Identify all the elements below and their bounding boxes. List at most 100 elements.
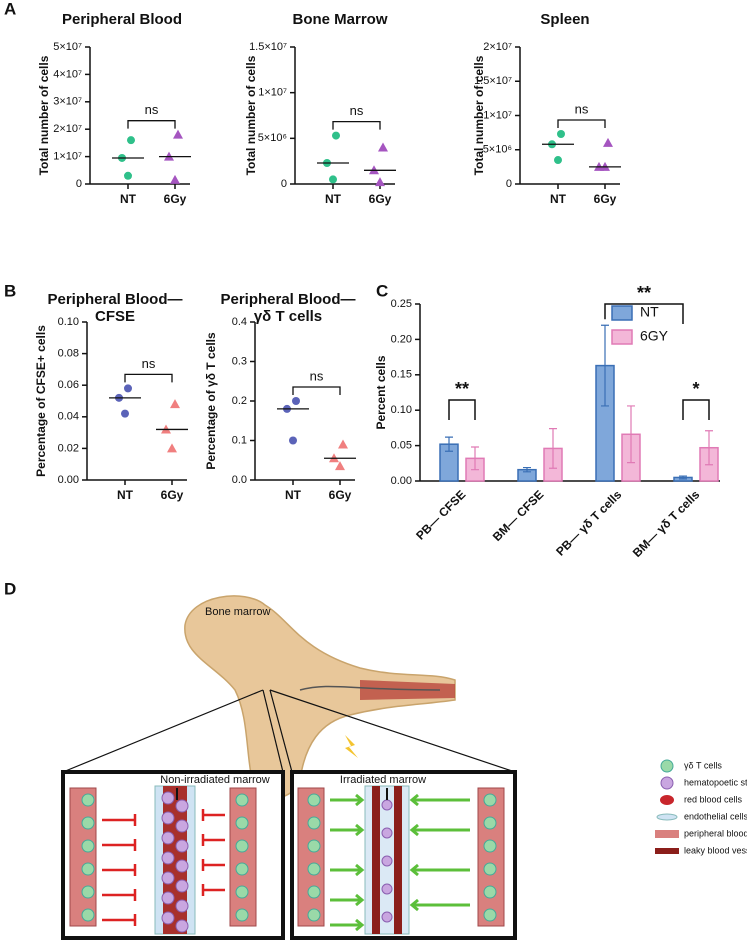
box-label: Non-irradiated marrow xyxy=(160,774,269,786)
gd-t-cell xyxy=(307,908,321,922)
y-tick-label: 1×10⁷ xyxy=(53,151,82,163)
data-point xyxy=(557,129,565,138)
gd-t-cell xyxy=(483,885,497,899)
arrow xyxy=(409,823,470,837)
bone-illustration xyxy=(61,595,517,940)
significance-label: ns xyxy=(145,102,159,117)
data-point xyxy=(329,175,337,184)
stem-cell xyxy=(161,791,175,805)
bone-label: Bone marrow xyxy=(205,606,270,618)
data-point xyxy=(124,171,132,180)
significance-label: ** xyxy=(455,379,469,399)
gd-t-cell xyxy=(307,816,321,830)
y-tick-label: 0.2 xyxy=(232,395,247,407)
y-tick-label: 2×10⁷ xyxy=(483,41,512,53)
stem-cell xyxy=(381,799,393,811)
legend-label: hematopoetic stem cells xyxy=(684,777,747,787)
stem-cell xyxy=(175,879,189,893)
y-tick-label: 1×10⁷ xyxy=(258,87,287,99)
error-bar xyxy=(679,475,687,480)
arrow xyxy=(409,863,470,877)
arrow xyxy=(409,793,470,807)
significance-bracket xyxy=(557,119,606,128)
significance-label: ns xyxy=(350,103,364,118)
significance-label: * xyxy=(692,379,699,399)
x-tick-label: NT xyxy=(550,192,567,206)
vessel xyxy=(394,786,402,934)
x-tick-label: 6Gy xyxy=(329,488,352,502)
y-tick-label: 0.10 xyxy=(58,316,79,328)
stem-cell xyxy=(175,819,189,833)
y-axis-label: Total number of cells xyxy=(472,55,486,175)
legend-swatch xyxy=(611,329,633,345)
gd-t-cell xyxy=(483,862,497,876)
stem-cell xyxy=(161,871,175,885)
data-point xyxy=(127,136,135,145)
y-tick-label: 0 xyxy=(281,178,287,190)
legend-label: γδ T cells xyxy=(684,760,722,770)
stem-cell xyxy=(175,799,189,813)
gd-t-cell xyxy=(307,885,321,899)
data-point xyxy=(332,131,340,140)
panel-label: A xyxy=(4,0,16,18)
y-tick-label: 0.02 xyxy=(58,442,79,454)
y-tick-label: 0 xyxy=(76,178,82,190)
y-tick-label: 0.04 xyxy=(58,411,79,423)
data-point xyxy=(378,142,388,152)
gd-t-cell xyxy=(81,793,95,807)
arrow xyxy=(330,918,365,932)
legend-label: endothelial cells xyxy=(684,811,747,821)
y-tick-label: 1.5×10⁷ xyxy=(249,41,287,53)
legend-label: 6GY xyxy=(640,328,669,344)
vessel xyxy=(477,787,505,927)
gd-t-cell xyxy=(307,793,321,807)
arrow xyxy=(330,823,365,837)
y-tick-label: 0.06 xyxy=(58,379,79,391)
x-tick-label: NT xyxy=(325,192,342,206)
error-bar xyxy=(627,405,635,464)
legend-icon xyxy=(660,795,674,805)
data-point xyxy=(167,443,177,453)
x-tick-label: 6Gy xyxy=(164,192,187,206)
data-point xyxy=(289,436,297,445)
gd-t-cell xyxy=(483,816,497,830)
stem-cell xyxy=(381,911,393,923)
stem-cell xyxy=(161,891,175,905)
y-tick-label: 1×10⁷ xyxy=(483,109,512,121)
gd-t-cell xyxy=(81,816,95,830)
stem-cell xyxy=(381,827,393,839)
gd-t-cell xyxy=(235,816,249,830)
chart-title: Bone Marrow xyxy=(292,11,387,28)
legend-icon xyxy=(655,830,679,838)
stem-cell xyxy=(161,831,175,845)
legend-label: red blood cells xyxy=(684,794,743,804)
panel-label: D xyxy=(4,579,16,598)
legend-icon xyxy=(660,776,674,790)
chart-title: γδ T cells xyxy=(254,308,322,325)
gd-t-cell xyxy=(81,862,95,876)
gd-t-cell xyxy=(483,908,497,922)
stem-cell xyxy=(175,839,189,853)
x-tick-label: NT xyxy=(117,488,134,502)
error-bar xyxy=(549,428,557,469)
y-tick-label: 0.15 xyxy=(391,369,412,381)
panel-label: B xyxy=(4,281,16,300)
data-point xyxy=(124,384,132,393)
x-tick-label: NT xyxy=(120,192,137,206)
x-tick-label: BM— CFSE xyxy=(490,487,547,544)
gd-t-cell xyxy=(483,793,497,807)
stem-cell xyxy=(161,911,175,925)
data-point xyxy=(121,409,129,418)
x-tick-label: PB— CFSE xyxy=(413,487,468,542)
stem-cell xyxy=(175,859,189,873)
significance-bracket xyxy=(682,399,710,420)
legend-icon xyxy=(655,848,679,854)
gd-t-cell xyxy=(235,793,249,807)
x-tick-label: 6Gy xyxy=(161,488,184,502)
y-tick-label: 3×10⁷ xyxy=(53,96,82,108)
legend-icon xyxy=(660,759,674,773)
vessel xyxy=(69,787,97,927)
error-bar xyxy=(601,324,609,407)
significance-bracket xyxy=(332,120,381,130)
